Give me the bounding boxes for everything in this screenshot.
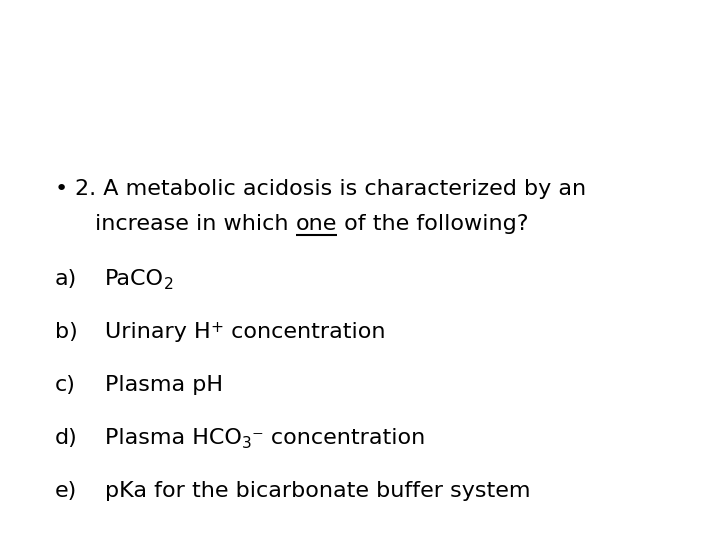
Text: d): d) bbox=[55, 428, 78, 448]
Text: one: one bbox=[296, 214, 337, 234]
Text: Plasma HCO: Plasma HCO bbox=[105, 428, 242, 448]
Text: concentration: concentration bbox=[224, 322, 385, 342]
Text: increase in which: increase in which bbox=[95, 214, 296, 234]
Text: Urinary H: Urinary H bbox=[105, 322, 211, 342]
Text: 3: 3 bbox=[242, 436, 251, 451]
Text: 2: 2 bbox=[164, 277, 174, 292]
Text: b): b) bbox=[55, 322, 78, 342]
Text: e): e) bbox=[55, 481, 77, 501]
Text: ⁻ concentration: ⁻ concentration bbox=[251, 428, 425, 448]
Text: pKa for the bicarbonate buffer system: pKa for the bicarbonate buffer system bbox=[105, 481, 531, 501]
Text: Plasma pH: Plasma pH bbox=[105, 375, 223, 395]
Text: a): a) bbox=[55, 269, 77, 289]
Text: PaCO: PaCO bbox=[105, 269, 164, 289]
Text: 2. A metabolic acidosis is characterized by an: 2. A metabolic acidosis is characterized… bbox=[75, 179, 586, 199]
Text: c): c) bbox=[55, 375, 76, 395]
Text: +: + bbox=[211, 320, 224, 335]
Text: •: • bbox=[55, 179, 68, 199]
Text: of the following?: of the following? bbox=[337, 214, 528, 234]
